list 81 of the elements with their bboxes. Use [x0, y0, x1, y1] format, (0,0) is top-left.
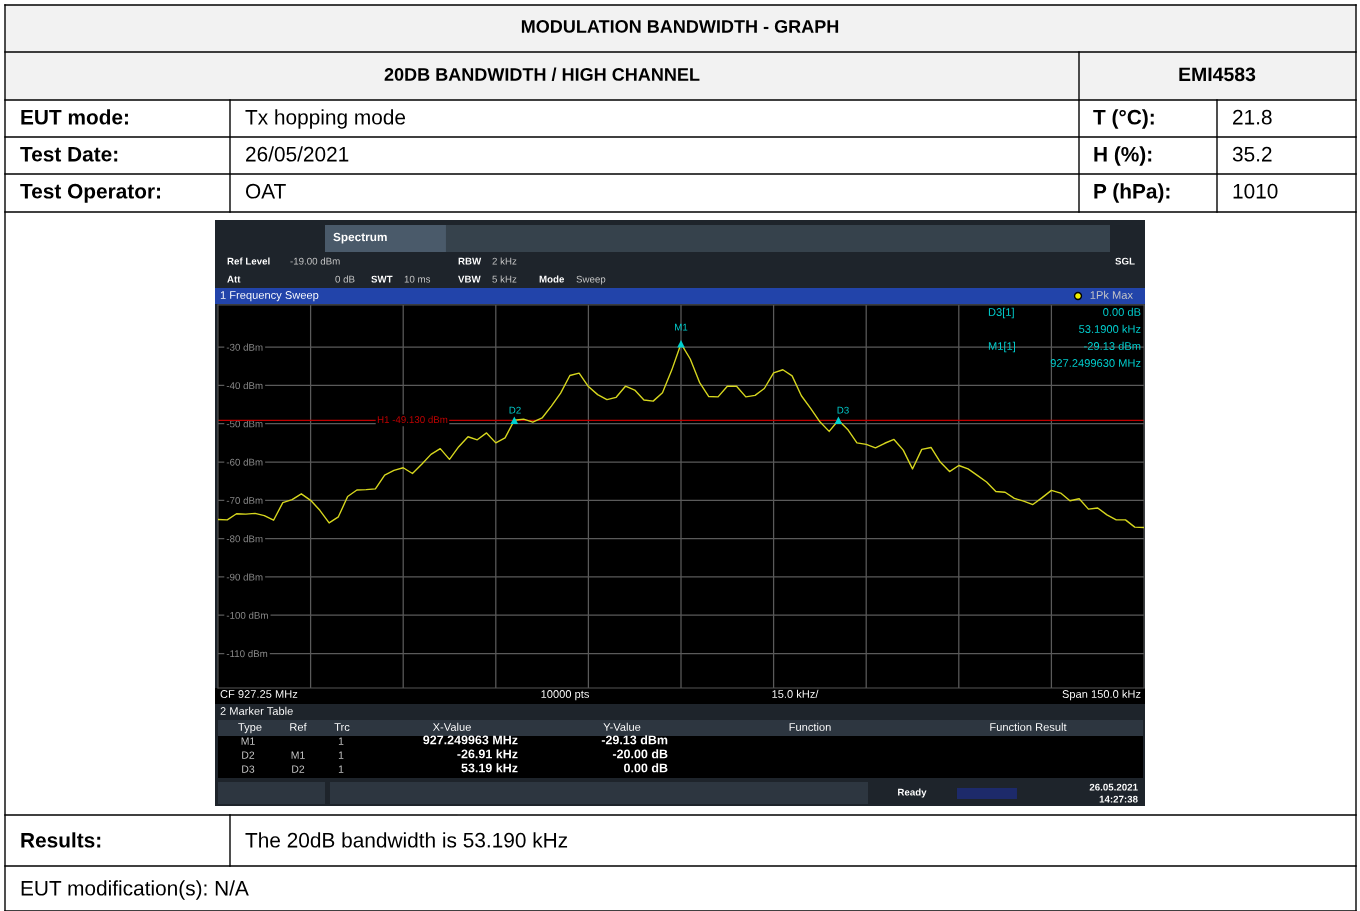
text: 14:27:38 — [1099, 795, 1138, 803]
text: 1Pk Max — [1090, 290, 1133, 299]
text: Function Result — [990, 722, 1067, 731]
text: D2 — [242, 751, 255, 759]
text: T (°C): — [1093, 109, 1154, 129]
text: D3 — [242, 765, 255, 773]
text: Att — [227, 275, 241, 283]
annotation: D3 — [837, 406, 849, 414]
annotation: -29.13 dBm — [1084, 341, 1141, 350]
text: Function — [789, 722, 831, 731]
text: RBW — [458, 257, 482, 265]
text: EUT mode: — [21, 109, 128, 125]
text: 1010 — [1233, 183, 1278, 199]
annotation: M1 — [675, 323, 688, 331]
text: M1 — [241, 737, 255, 745]
text: 26.05.2021 — [1089, 783, 1138, 791]
text: -19.00 dBm — [290, 257, 340, 265]
text: 927.249963 MHz — [423, 735, 518, 745]
text: 35.2 — [1232, 146, 1272, 162]
chart-subtitle: 20DB BANDWIDTH / HIGH CHANNEL — [384, 67, 700, 82]
text: 2 kHz — [492, 257, 517, 265]
text: 1 — [338, 765, 344, 773]
text: Ref — [290, 722, 307, 731]
text: Mode — [539, 275, 565, 283]
text: 15.0 kHz/ — [772, 689, 819, 698]
annotation: 0.00 dB — [1103, 307, 1141, 316]
text: Results: — [21, 832, 101, 848]
annotation: 927.2499630 MHz — [1050, 359, 1141, 367]
text: OAT — [245, 183, 286, 199]
text: 5 kHz — [492, 275, 517, 283]
text: D2 — [292, 765, 305, 773]
text: Ready — [898, 788, 927, 798]
text: EUT modification(s): N/A — [21, 880, 249, 900]
text: Test Operator: — [20, 183, 161, 203]
text: 1 — [338, 737, 344, 745]
text: CF 927.25 MHz — [220, 690, 298, 698]
text: Sweep — [576, 275, 606, 285]
ref-line-label: H1 -49.130 dBm — [377, 415, 448, 424]
y-tick-label: -30 dBm — [226, 343, 263, 351]
text: 53.19 kHz — [461, 763, 518, 773]
text: Tx hopping mode — [245, 109, 406, 129]
text: 1 Frequency Sweep — [220, 291, 319, 302]
text: 10 ms — [404, 275, 431, 283]
text: H (%): — [1094, 146, 1152, 166]
text: 0.00 dB — [624, 763, 668, 773]
text: M1 — [291, 751, 305, 759]
text: Type — [238, 723, 262, 734]
text: 10000 pts — [541, 690, 589, 701]
text: Spectrum — [333, 232, 387, 244]
text: The 20dB bandwidth is 53.190 kHz — [245, 832, 568, 848]
annotation: M1[1] — [988, 341, 1015, 353]
text: -29.13 dBm — [601, 735, 668, 745]
y-tick-label: -90 dBm — [226, 573, 263, 581]
y-tick-label: -40 dBm — [226, 381, 263, 390]
annotation: D3[1] — [988, 307, 1014, 319]
annotation: 53.1900 kHz — [1079, 324, 1141, 333]
text: Trc — [334, 723, 350, 731]
text: -26.91 kHz — [457, 749, 518, 759]
y-tick-label: -100 dBm — [226, 611, 268, 619]
text: 21.8 — [1233, 109, 1272, 125]
text: Test Date: — [20, 147, 118, 162]
text: X-Value — [432, 722, 471, 731]
text: Ref Level — [227, 257, 270, 265]
text: P (hPa): — [1094, 183, 1170, 203]
text: 2 Marker Table — [220, 706, 293, 715]
text: 26/05/2021 — [246, 146, 349, 162]
text: Span 150.0 kHz — [1062, 689, 1141, 701]
text: VBW — [458, 275, 481, 283]
text: 0 dB — [335, 275, 355, 283]
y-tick-label: -110 dBm — [226, 650, 268, 658]
chart-title: MODULATION BANDWIDTH - GRAPH — [521, 20, 839, 33]
text: SGL — [1115, 257, 1135, 265]
text: Y-Value — [603, 722, 641, 731]
y-tick-label: -60 dBm — [226, 458, 263, 466]
y-tick-label: -80 dBm — [226, 535, 263, 543]
text: -20.00 dB — [612, 749, 668, 759]
text: 1 — [338, 751, 344, 759]
text: EMI4583 — [1179, 67, 1256, 82]
text: SWT — [371, 275, 393, 283]
annotation: D2 — [509, 406, 521, 414]
y-tick-label: -70 dBm — [226, 496, 263, 504]
